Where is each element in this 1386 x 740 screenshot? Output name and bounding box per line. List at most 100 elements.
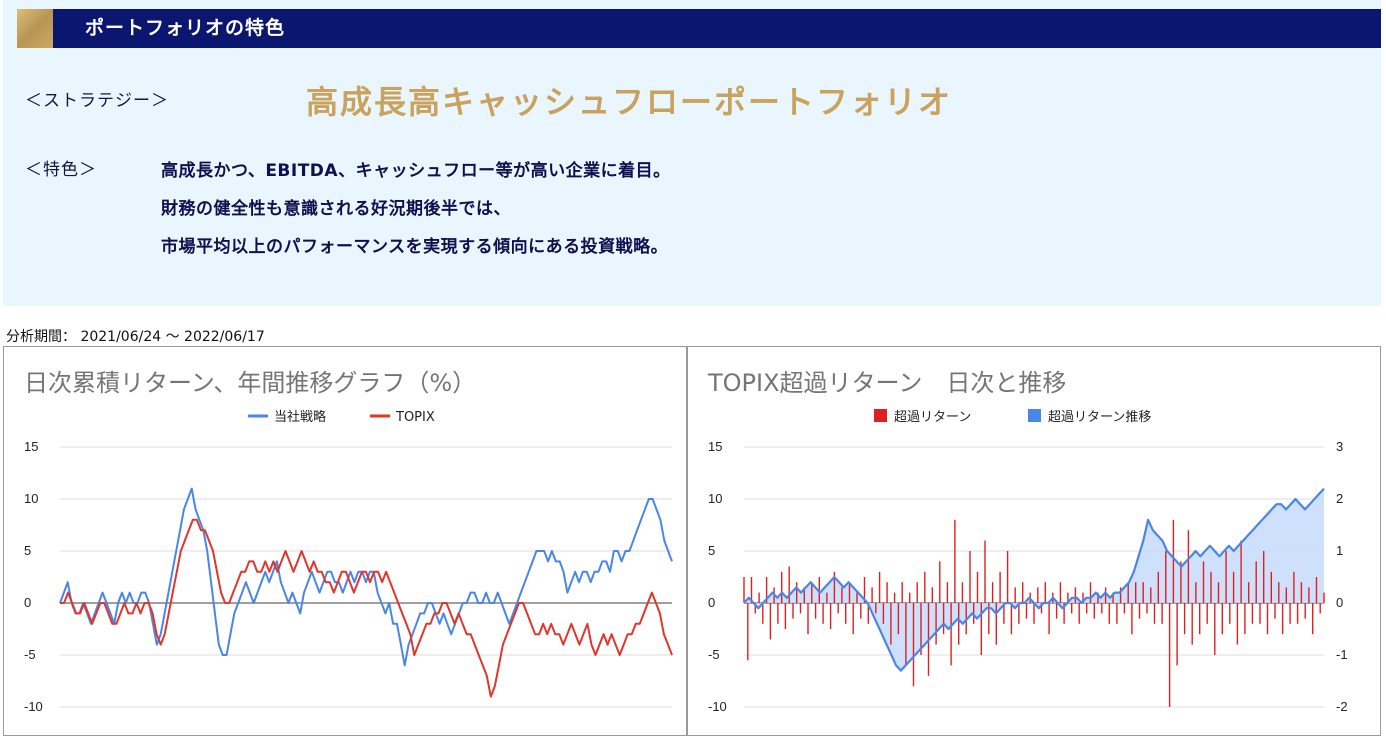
excess-bar — [777, 603, 779, 624]
y-tick-label: 5 — [24, 543, 31, 558]
excess-bar — [1285, 587, 1287, 603]
y-tick-label: -10 — [24, 699, 43, 714]
excess-bar — [784, 603, 787, 629]
excess-bar — [1251, 603, 1254, 624]
y2-tick-label: 1 — [1336, 543, 1343, 558]
excess-bar — [799, 603, 802, 614]
excess-bar — [750, 577, 753, 603]
excess-bar — [818, 577, 820, 603]
excess-bar — [1127, 582, 1129, 603]
excess-bar — [1263, 551, 1265, 603]
excess-bar — [1278, 582, 1280, 603]
excess-bar — [1006, 551, 1009, 603]
y-tick-label: -5 — [24, 647, 36, 662]
excess-bar — [1206, 603, 1208, 624]
excess-bar — [1146, 603, 1148, 614]
y-tick-label: 0 — [24, 595, 31, 610]
excess-bar — [762, 603, 764, 624]
excess-bar — [1315, 577, 1318, 603]
excess-bar — [875, 603, 877, 614]
legend-swatch — [874, 409, 887, 422]
section-title: ポートフォリオの特色 — [85, 17, 286, 39]
cumulative-return-plot: 15 10 5 0 -5 -10 当社戦略 TOPIX — [24, 409, 673, 714]
portfolio-feature-panel: ポートフォリオの特色 ＜ストラテジー＞ 高成長高キャッシュフローポートフォリオ … — [3, 0, 1381, 306]
excess-bar — [1296, 603, 1299, 624]
excess-bar — [743, 577, 745, 603]
excess-bar — [1022, 582, 1024, 603]
excess-bar — [1153, 603, 1156, 624]
excess-bar — [1289, 603, 1291, 624]
excess-bar — [845, 603, 847, 624]
excess-bar — [1086, 603, 1088, 614]
excess-bar — [1202, 561, 1205, 603]
excess-bar — [1010, 603, 1013, 635]
excess-bar — [796, 582, 798, 603]
excess-bar — [1097, 592, 1099, 603]
excess-bar — [848, 582, 851, 603]
excess-bar — [837, 603, 839, 614]
analysis-period: 分析期間： 2021/06/24 〜 2022/06/17 — [6, 329, 265, 345]
y2-tick-label: -1 — [1336, 647, 1348, 662]
cumulative-return-chart: 15 10 5 0 -5 -10 当社戦略 TOPIX 日次累積リターン、年間推移グラフ（%） — [3, 346, 687, 736]
feature-description: 高成長かつ、EBITDA、キャッシュフロー等が高い企業に着目。 財務の健全性も意… — [161, 152, 671, 266]
excess-bar — [814, 603, 817, 619]
excess-bar — [1089, 582, 1092, 603]
excess-bar — [807, 603, 809, 635]
excess-bar — [1248, 582, 1250, 603]
excess-bar — [920, 603, 922, 655]
excess-bar — [924, 571, 926, 603]
y2-tick-label: -2 — [1336, 699, 1348, 714]
y-tick-label: -10 — [708, 699, 727, 714]
excess-bar — [1093, 603, 1095, 619]
excess-bar — [788, 566, 790, 603]
feature-line: 市場平均以上のパフォーマンスを実現する傾向にある投資戦略。 — [161, 237, 669, 257]
excess-bar — [863, 577, 866, 603]
excess-bar — [1300, 582, 1303, 603]
excess-bar — [893, 592, 896, 603]
excess-bar — [1157, 571, 1159, 603]
excess-bar — [1142, 582, 1144, 603]
excess-bar — [939, 561, 941, 603]
excess-bar — [1067, 592, 1069, 603]
excess-bar — [1255, 561, 1257, 603]
excess-bar — [909, 592, 911, 603]
legend-label: 超過リターン推移 — [1048, 410, 1151, 425]
excess-bar — [1176, 603, 1178, 666]
excess-bar — [1319, 603, 1321, 614]
excess-bar — [1055, 603, 1058, 619]
y2-tick-label: 2 — [1336, 491, 1343, 506]
excess-bar — [781, 571, 783, 603]
strategy-label: ＜ストラテジー＞ — [25, 91, 169, 111]
excess-bar — [1003, 603, 1005, 624]
excess-bar — [1119, 587, 1122, 603]
excess-bar — [984, 540, 986, 603]
excess-bar — [916, 582, 918, 603]
excess-bar — [803, 587, 805, 603]
strategy-name: 高成長高キャッシュフローポートフォリオ — [306, 83, 953, 121]
excess-bar — [1033, 603, 1035, 624]
excess-bar — [905, 603, 907, 666]
chart-title: TOPIX超過リターン 日次と推移 — [708, 369, 1067, 397]
excess-bar — [1138, 603, 1141, 619]
excess-bar — [1308, 587, 1310, 603]
excess-bar — [988, 603, 990, 635]
series-line — [59, 487, 673, 667]
excess-bar — [871, 587, 873, 603]
excess-bar — [1266, 603, 1269, 635]
excess-bar — [765, 577, 768, 603]
excess-bar — [1214, 603, 1216, 655]
excess-bar — [829, 603, 832, 629]
excess-bar — [758, 592, 760, 603]
excess-bar — [1312, 603, 1314, 635]
excess-bar — [1018, 603, 1020, 624]
excess-bar — [822, 603, 824, 624]
excess-bar — [973, 603, 975, 624]
excess-bar — [890, 603, 892, 645]
excess-bar — [747, 603, 749, 661]
excess-bar — [1014, 587, 1016, 603]
excess-bar — [792, 603, 794, 619]
excess-bar — [1229, 603, 1231, 624]
excess-bar — [1187, 530, 1190, 603]
excess-bar — [867, 603, 869, 624]
excess-bar — [1195, 582, 1197, 603]
